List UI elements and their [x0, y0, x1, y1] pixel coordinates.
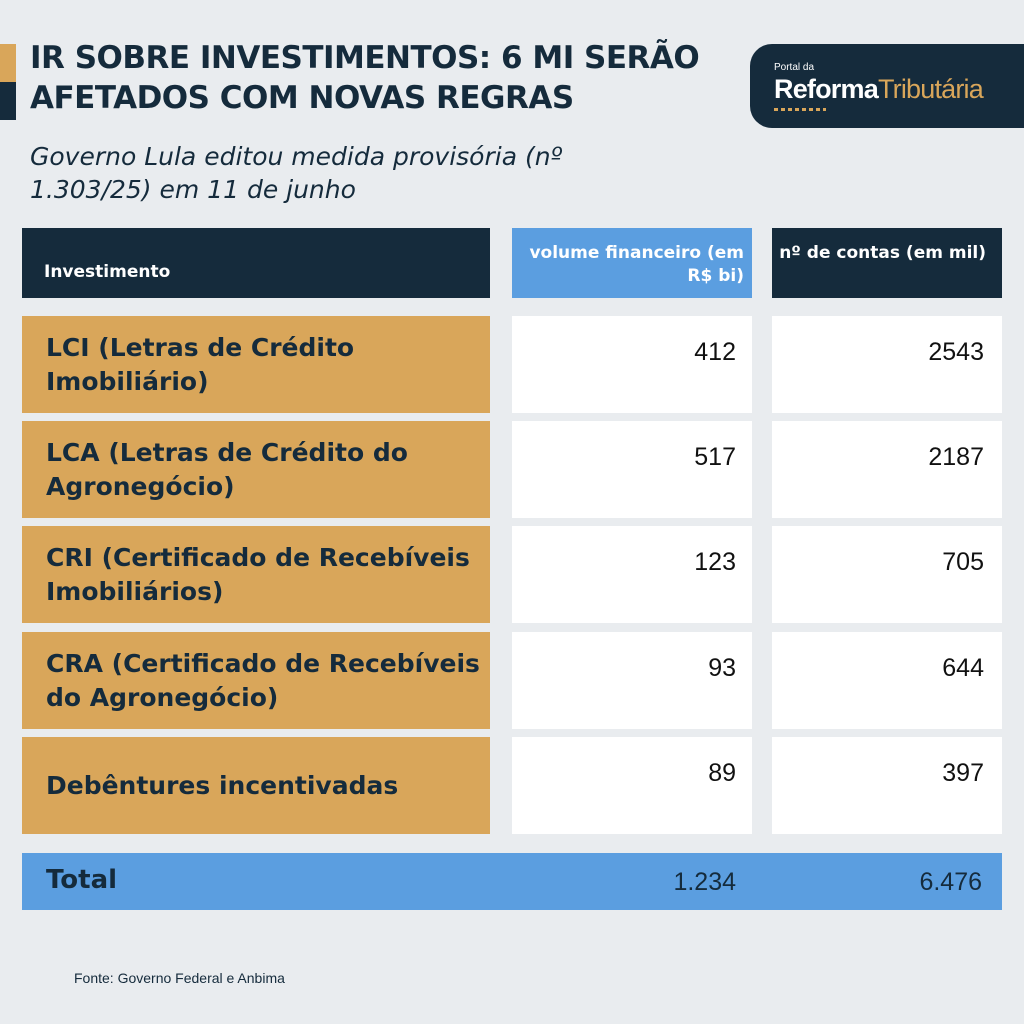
row-4-name-text: Debêntures incentivadas — [46, 770, 399, 800]
column-header-volume: volume financeiro (em R$ bi) — [512, 228, 752, 298]
row-0-name-text: LCI (Letras de Crédito Imobiliário) — [46, 332, 355, 396]
row-1-volume: 517 — [512, 421, 752, 518]
logo-bold-text: Reforma — [774, 74, 879, 104]
accent-bar-gold — [0, 44, 16, 82]
total-label: Total — [46, 865, 118, 895]
row-3-volume: 93 — [512, 632, 752, 729]
row-2-contas-text: 705 — [942, 548, 984, 576]
column-header-investimento: Investimento — [22, 228, 490, 298]
row-4-volume: 89 — [512, 737, 752, 834]
row-1-name-text: LCA (Letras de Crédito do Agronegócio) — [46, 437, 408, 501]
row-3-contas-text: 644 — [942, 654, 984, 682]
row-1-name: LCA (Letras de Crédito do Agronegócio) — [22, 421, 490, 518]
row-0-name: LCI (Letras de Crédito Imobiliário) — [22, 316, 490, 413]
row-3-contas: 644 — [772, 632, 1002, 729]
logo-accent-text: Tributária — [877, 74, 984, 104]
total-row: Total 1.234 6.476 — [22, 853, 1002, 910]
row-2-name: CRI (Certificado de Recebíveis Imobiliár… — [22, 526, 490, 623]
total-volume: 1.234 — [673, 868, 736, 896]
total-contas: 6.476 — [919, 868, 982, 896]
row-2-name-text: CRI (Certificado de Recebíveis Imobiliár… — [46, 542, 470, 606]
row-0-volume-text: 412 — [694, 338, 736, 366]
source-note: Fonte: Governo Federal e Anbima — [74, 970, 285, 986]
row-4-name: Debêntures incentivadas — [22, 737, 490, 834]
row-2-contas: 705 — [772, 526, 1002, 623]
row-1-contas: 2187 — [772, 421, 1002, 518]
row-2-volume-text: 123 — [694, 548, 736, 576]
logo-dots — [774, 108, 826, 111]
row-4-contas: 397 — [772, 737, 1002, 834]
row-4-volume-text: 89 — [708, 759, 736, 787]
row-2-volume: 123 — [512, 526, 752, 623]
page-title: IR SOBRE INVESTIMENTOS: 6 MI SERÃO AFETA… — [30, 40, 700, 116]
row-0-contas: 2543 — [772, 316, 1002, 413]
logo-small-text: Portal da — [774, 62, 815, 73]
row-0-contas-text: 2543 — [928, 338, 984, 366]
logo-wordmark: ReformaTributária — [774, 74, 984, 105]
column-header-contas: nº de contas (em mil) — [772, 228, 1002, 298]
row-4-contas-text: 397 — [942, 759, 984, 787]
accent-bar-navy — [0, 82, 16, 120]
row-3-name: CRA (Certificado de Recebíveis do Agrone… — [22, 632, 490, 729]
row-3-volume-text: 93 — [708, 654, 736, 682]
brand-logo: Portal da ReformaTributária — [750, 44, 1024, 128]
page-subtitle: Governo Lula editou medida provisória (n… — [30, 142, 563, 204]
row-3-name-text: CRA (Certificado de Recebíveis do Agrone… — [46, 648, 480, 712]
row-0-volume: 412 — [512, 316, 752, 413]
row-1-volume-text: 517 — [694, 443, 736, 471]
row-1-contas-text: 2187 — [928, 443, 984, 471]
